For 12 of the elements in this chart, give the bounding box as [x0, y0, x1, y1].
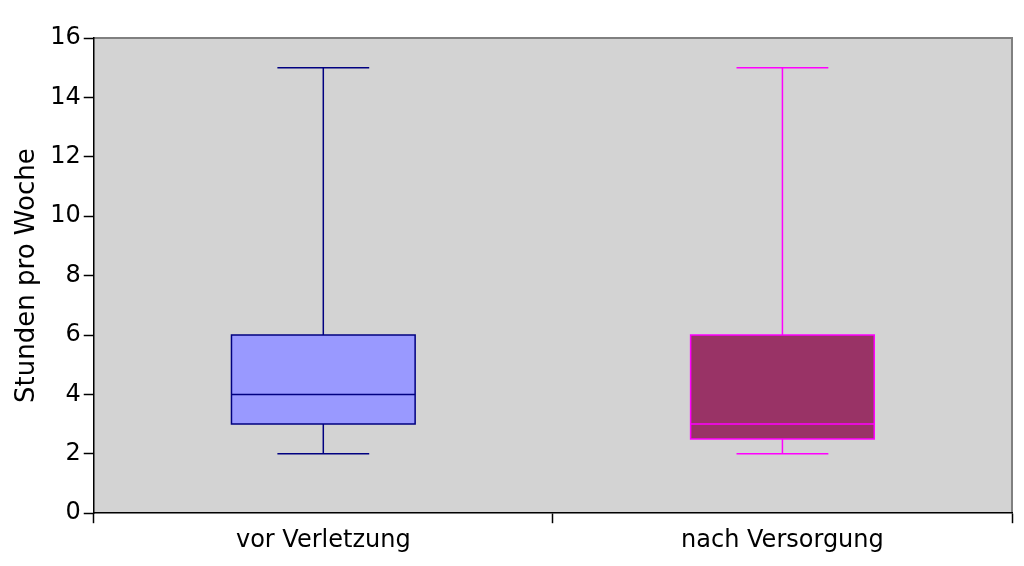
y-tick-label: 12 [50, 141, 81, 170]
y-tick-label: 6 [65, 319, 81, 348]
y-tick-label: 4 [65, 378, 81, 407]
y-tick-label: 2 [65, 438, 81, 467]
x-tick-label: nach Versorgung [681, 524, 884, 553]
y-axis-title: Stunden pro Woche [10, 148, 41, 403]
y-tick-label: 14 [50, 81, 81, 110]
y-tick-label: 16 [50, 22, 81, 51]
y-tick-label: 8 [65, 259, 81, 288]
y-tick-label: 0 [65, 497, 81, 526]
x-tick-label: vor Verletzung [235, 524, 411, 553]
y-tick-label: 10 [50, 200, 81, 229]
